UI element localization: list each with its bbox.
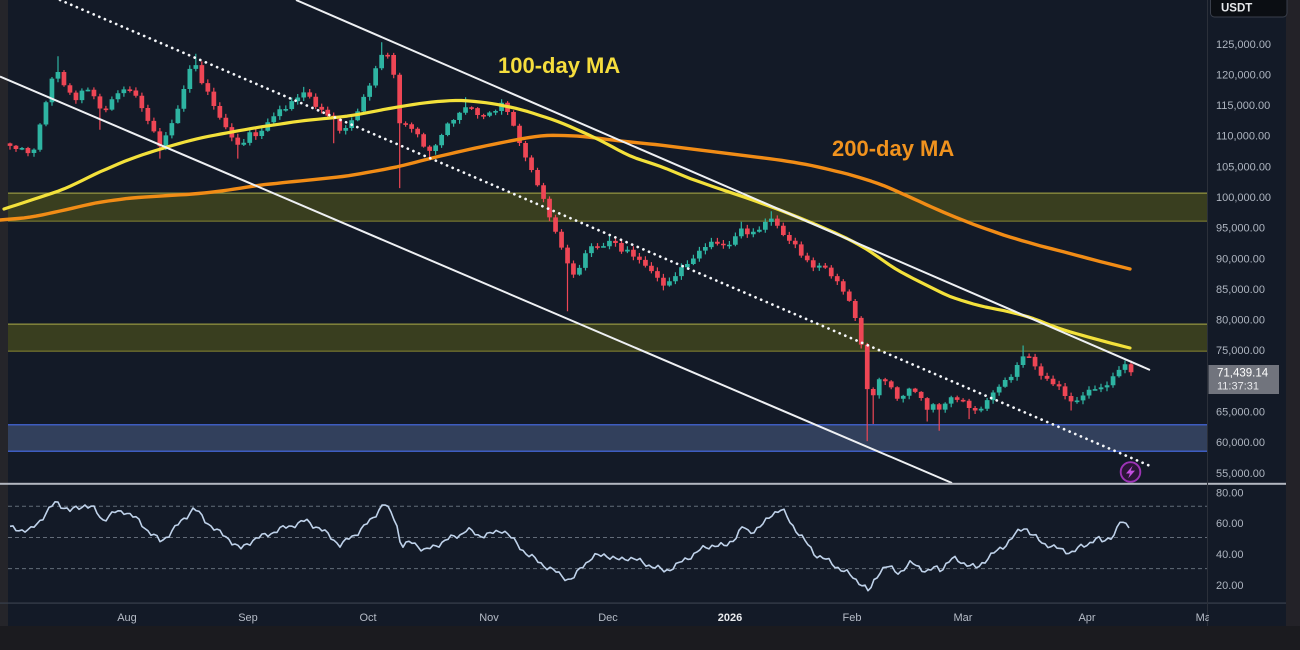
svg-text:80,000.00: 80,000.00 [1216, 315, 1265, 327]
svg-text:110,000.00: 110,000.00 [1216, 131, 1270, 143]
svg-text:100-day MA: 100-day MA [498, 53, 620, 78]
svg-text:11:37:31: 11:37:31 [1217, 381, 1259, 393]
svg-text:71,439.14: 71,439.14 [1217, 368, 1269, 380]
svg-text:Mar: Mar [954, 612, 973, 624]
svg-text:20.00: 20.00 [1216, 580, 1244, 592]
svg-text:55,000.00: 55,000.00 [1216, 468, 1265, 480]
svg-text:60,000.00: 60,000.00 [1216, 437, 1265, 449]
svg-text:Nov: Nov [479, 612, 499, 624]
svg-text:Dec: Dec [598, 612, 618, 624]
svg-text:80.00: 80.00 [1216, 487, 1244, 499]
svg-text:Aug: Aug [117, 612, 137, 624]
svg-text:65,000.00: 65,000.00 [1216, 407, 1265, 419]
svg-text:115,000.00: 115,000.00 [1216, 100, 1270, 112]
svg-text:120,000.00: 120,000.00 [1216, 69, 1271, 81]
svg-text:May: May [1196, 612, 1217, 624]
svg-text:75,000.00: 75,000.00 [1216, 345, 1265, 357]
svg-text:60.00: 60.00 [1216, 518, 1244, 530]
svg-text:USDT: USDT [1221, 3, 1252, 15]
svg-text:200-day MA: 200-day MA [832, 136, 954, 161]
svg-text:Oct: Oct [359, 612, 376, 624]
svg-text:Sep: Sep [238, 612, 258, 624]
svg-text:2026: 2026 [718, 612, 742, 624]
svg-text:90,000.00: 90,000.00 [1216, 253, 1265, 265]
svg-text:100,000.00: 100,000.00 [1216, 192, 1271, 204]
svg-text:Feb: Feb [843, 612, 862, 624]
svg-text:125,000.00: 125,000.00 [1216, 39, 1271, 51]
svg-text:95,000.00: 95,000.00 [1216, 223, 1265, 235]
svg-text:85,000.00: 85,000.00 [1216, 284, 1265, 296]
svg-text:Apr: Apr [1078, 612, 1095, 624]
svg-text:40.00: 40.00 [1216, 549, 1244, 561]
svg-text:105,000.00: 105,000.00 [1216, 161, 1271, 173]
